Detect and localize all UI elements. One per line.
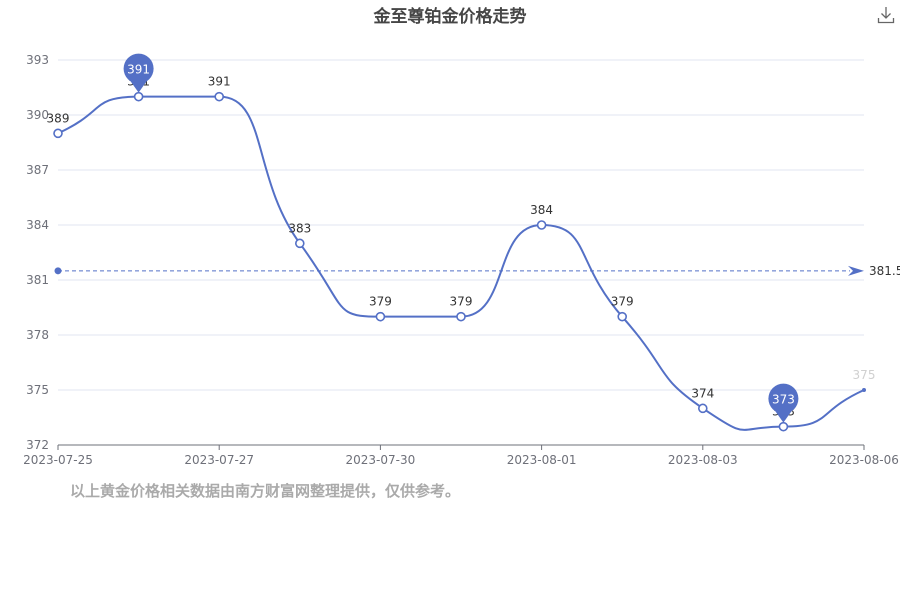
average-line-arrow (848, 266, 864, 276)
data-point (457, 313, 465, 321)
data-point (699, 404, 707, 412)
data-label: 389 (47, 111, 70, 125)
data-point (618, 313, 626, 321)
series-path (58, 97, 864, 430)
mark-points: 391 373 (124, 54, 799, 423)
x-tick-label: 2023-08-06 (829, 453, 899, 467)
grid-lines (58, 60, 864, 390)
data-label: 379 (611, 295, 634, 309)
x-tick-label: 2023-07-30 (346, 453, 416, 467)
data-point (538, 221, 546, 229)
data-labels: 389391391383379379384379374373375 (47, 75, 876, 419)
data-point (54, 129, 62, 137)
data-points (54, 93, 866, 431)
data-point (296, 239, 304, 247)
footnote: 以上黄金价格相关数据由南方财富网整理提供，仅供参考。 (70, 480, 460, 501)
y-tick-label: 387 (26, 163, 49, 177)
average-mark-line: 381.5 (55, 264, 900, 278)
x-tick-label: 2023-07-25 (23, 453, 93, 467)
data-label: 391 (208, 75, 231, 89)
x-tick-label: 2023-07-27 (184, 453, 254, 467)
data-label: 375 (853, 368, 876, 382)
data-point (376, 313, 384, 321)
y-tick-label: 384 (26, 218, 49, 232)
data-point (135, 93, 143, 101)
data-label: 383 (288, 221, 311, 235)
series-line (58, 97, 864, 430)
average-line-label: 381.5 (869, 264, 900, 278)
y-tick-label: 372 (26, 438, 49, 452)
data-label: 379 (369, 295, 392, 309)
max-mark-label: 391 (127, 63, 150, 77)
y-tick-label: 381 (26, 273, 49, 287)
y-tick-label: 378 (26, 328, 49, 342)
y-tick-label: 375 (26, 383, 49, 397)
data-point (215, 93, 223, 101)
data-label: 384 (530, 203, 553, 217)
y-tick-label: 393 (26, 53, 49, 67)
data-label: 379 (450, 295, 473, 309)
x-tick-label: 2023-08-03 (668, 453, 738, 467)
min-mark-label: 373 (772, 393, 795, 407)
data-point (779, 423, 787, 431)
data-label: 374 (691, 386, 714, 400)
data-point (862, 388, 866, 392)
x-tick-label: 2023-08-01 (507, 453, 577, 467)
